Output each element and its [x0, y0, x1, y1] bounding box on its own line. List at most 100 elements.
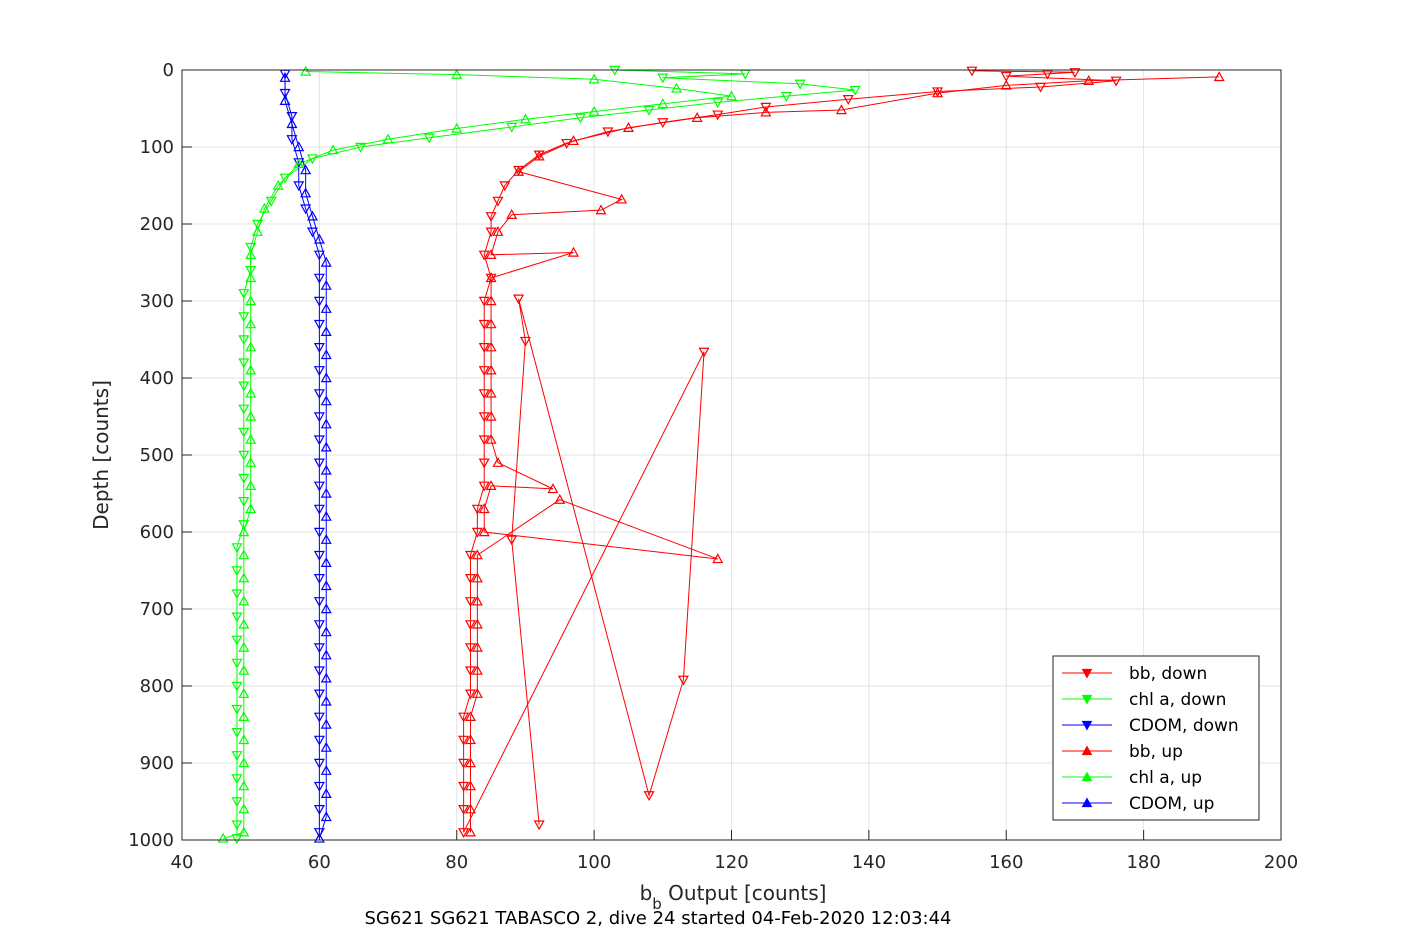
data-point	[293, 181, 305, 192]
data-point	[231, 751, 243, 762]
legend-marker	[1081, 797, 1093, 808]
data-point	[231, 774, 243, 785]
legend-label: CDOM, down	[1129, 716, 1239, 736]
data-point	[320, 557, 332, 568]
data-point	[588, 105, 600, 116]
data-point	[313, 689, 325, 700]
data-point	[245, 503, 257, 514]
data-point	[595, 204, 607, 215]
data-point	[423, 133, 435, 144]
data-point	[320, 326, 332, 336]
data-point	[471, 549, 483, 560]
data-point	[238, 664, 250, 675]
data-point	[293, 158, 305, 169]
data-point	[320, 256, 332, 267]
data-point	[478, 481, 490, 492]
data-point	[238, 450, 250, 461]
data-point	[313, 804, 325, 815]
legend-label: chl a, down	[1129, 690, 1226, 710]
data-point	[306, 227, 319, 238]
data-point	[320, 441, 332, 452]
data-point	[238, 618, 250, 629]
data-point	[238, 473, 250, 484]
data-point	[245, 272, 257, 283]
data-point	[320, 372, 332, 383]
data-point	[238, 358, 250, 369]
y-tick-label: 800	[140, 676, 174, 697]
data-point	[513, 165, 525, 176]
data-point	[313, 389, 325, 400]
legend-marker	[1081, 694, 1093, 705]
data-point	[306, 210, 319, 221]
data-point	[238, 312, 250, 323]
data-point	[320, 695, 332, 706]
data-point	[313, 273, 325, 284]
x-tick-label: 60	[308, 852, 331, 873]
data-point	[492, 196, 504, 207]
x-tick-label: 100	[577, 852, 611, 873]
legend-item: bb, down	[1062, 664, 1207, 684]
data-point	[485, 410, 497, 421]
data-point	[313, 597, 325, 608]
data-point	[238, 803, 250, 814]
data-point	[382, 133, 394, 144]
data-point	[691, 112, 703, 122]
data-point	[471, 527, 483, 538]
data-point	[300, 187, 312, 198]
data-point	[320, 718, 332, 729]
legend-marker	[1081, 745, 1093, 756]
caption: SG621 SG621 TABASCO 2, dive 24 started 0…	[364, 908, 951, 929]
data-point	[616, 193, 628, 204]
data-point	[245, 480, 257, 490]
data-point	[471, 572, 483, 583]
data-point	[657, 98, 669, 109]
x-tick-label: 200	[1264, 852, 1298, 873]
data-point	[574, 113, 586, 124]
y-tick-label: 500	[140, 445, 174, 466]
data-point	[485, 318, 497, 329]
data-point	[313, 712, 325, 723]
data-point	[458, 712, 470, 723]
data-point	[547, 483, 559, 494]
data-point	[231, 635, 243, 646]
data-point	[238, 497, 250, 507]
data-point	[313, 233, 325, 244]
data-point	[238, 549, 250, 560]
data-point	[245, 387, 257, 398]
data-point	[313, 666, 325, 677]
data-point	[231, 797, 243, 808]
data-point	[478, 366, 490, 377]
data-point	[245, 364, 257, 375]
data-point	[231, 566, 243, 577]
data-point	[231, 543, 243, 554]
x-axis-label-main: b	[640, 881, 653, 905]
y-tick-label: 1000	[128, 830, 174, 851]
data-point	[313, 458, 325, 469]
data-point	[217, 832, 229, 843]
data-point	[671, 82, 683, 93]
data-point	[327, 144, 339, 155]
data-point	[478, 526, 490, 537]
data-point	[506, 535, 518, 546]
data-point	[471, 504, 483, 515]
data-point	[313, 319, 325, 330]
legend: bb, down chl a, down CDOM, down bb, up chl a…	[1052, 655, 1260, 821]
data-point	[643, 791, 655, 802]
data-point	[300, 65, 312, 76]
data-point	[320, 672, 332, 683]
data-point	[300, 164, 312, 175]
data-point	[313, 412, 325, 423]
y-tick-label: 300	[140, 291, 174, 312]
legend-label: bb, down	[1129, 664, 1207, 684]
data-point	[725, 90, 738, 101]
legend-item: CDOM, up	[1062, 794, 1214, 814]
data-point	[478, 503, 490, 514]
data-point	[238, 757, 250, 768]
data-point	[231, 727, 243, 738]
data-point	[464, 689, 477, 700]
data-point	[293, 141, 305, 152]
legend-item: chl a, down	[1062, 690, 1226, 710]
data-point	[849, 85, 861, 96]
data-point	[313, 781, 325, 792]
data-point	[231, 820, 243, 831]
